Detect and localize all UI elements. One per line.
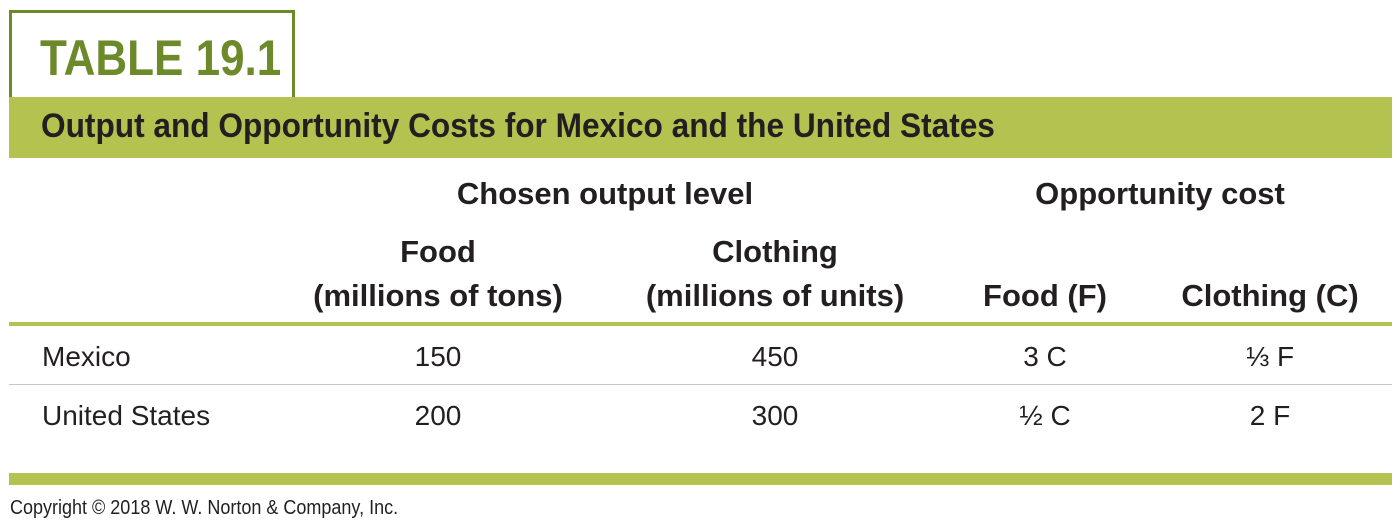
header-rule bbox=[9, 322, 1392, 326]
row-country: Mexico bbox=[42, 341, 131, 372]
row-clothing-output: 450 bbox=[751, 341, 799, 372]
table-label: TABLE 19.1 bbox=[40, 30, 282, 86]
row-cost-food: ½ C bbox=[1019, 400, 1071, 431]
row-food-output: 200 bbox=[414, 400, 462, 431]
header-clothing-unit: (millions of units) bbox=[645, 278, 905, 313]
table-label-box: TABLE 19.1 bbox=[9, 10, 295, 100]
row-cost-clothing: 2 F bbox=[1249, 400, 1291, 431]
table-title: Output and Opportunity Costs for Mexico … bbox=[41, 107, 995, 145]
copyright-notice: Copyright © 2018 W. W. Norton & Company,… bbox=[10, 497, 399, 519]
title-band: Output and Opportunity Costs for Mexico … bbox=[9, 97, 1392, 158]
row-divider bbox=[9, 384, 1392, 385]
row-clothing-output: 300 bbox=[751, 400, 799, 431]
header-food-label: Food bbox=[400, 234, 476, 269]
row-cost-food: 3 C bbox=[1023, 341, 1067, 372]
row-country: United States bbox=[42, 400, 211, 431]
header-food-unit: (millions of tons) bbox=[313, 278, 563, 313]
header-clothing-label: Clothing bbox=[712, 234, 838, 269]
row-cost-clothing: ⅓ F bbox=[1245, 341, 1295, 372]
footer-rule bbox=[9, 473, 1392, 485]
row-food-output: 150 bbox=[414, 341, 462, 372]
header-cost-food: Food (F) bbox=[983, 278, 1107, 313]
header-cost-clothing: Clothing (C) bbox=[1181, 278, 1359, 313]
header-output-group: Chosen output level bbox=[456, 176, 754, 211]
header-cost-group: Opportunity cost bbox=[1035, 176, 1285, 211]
